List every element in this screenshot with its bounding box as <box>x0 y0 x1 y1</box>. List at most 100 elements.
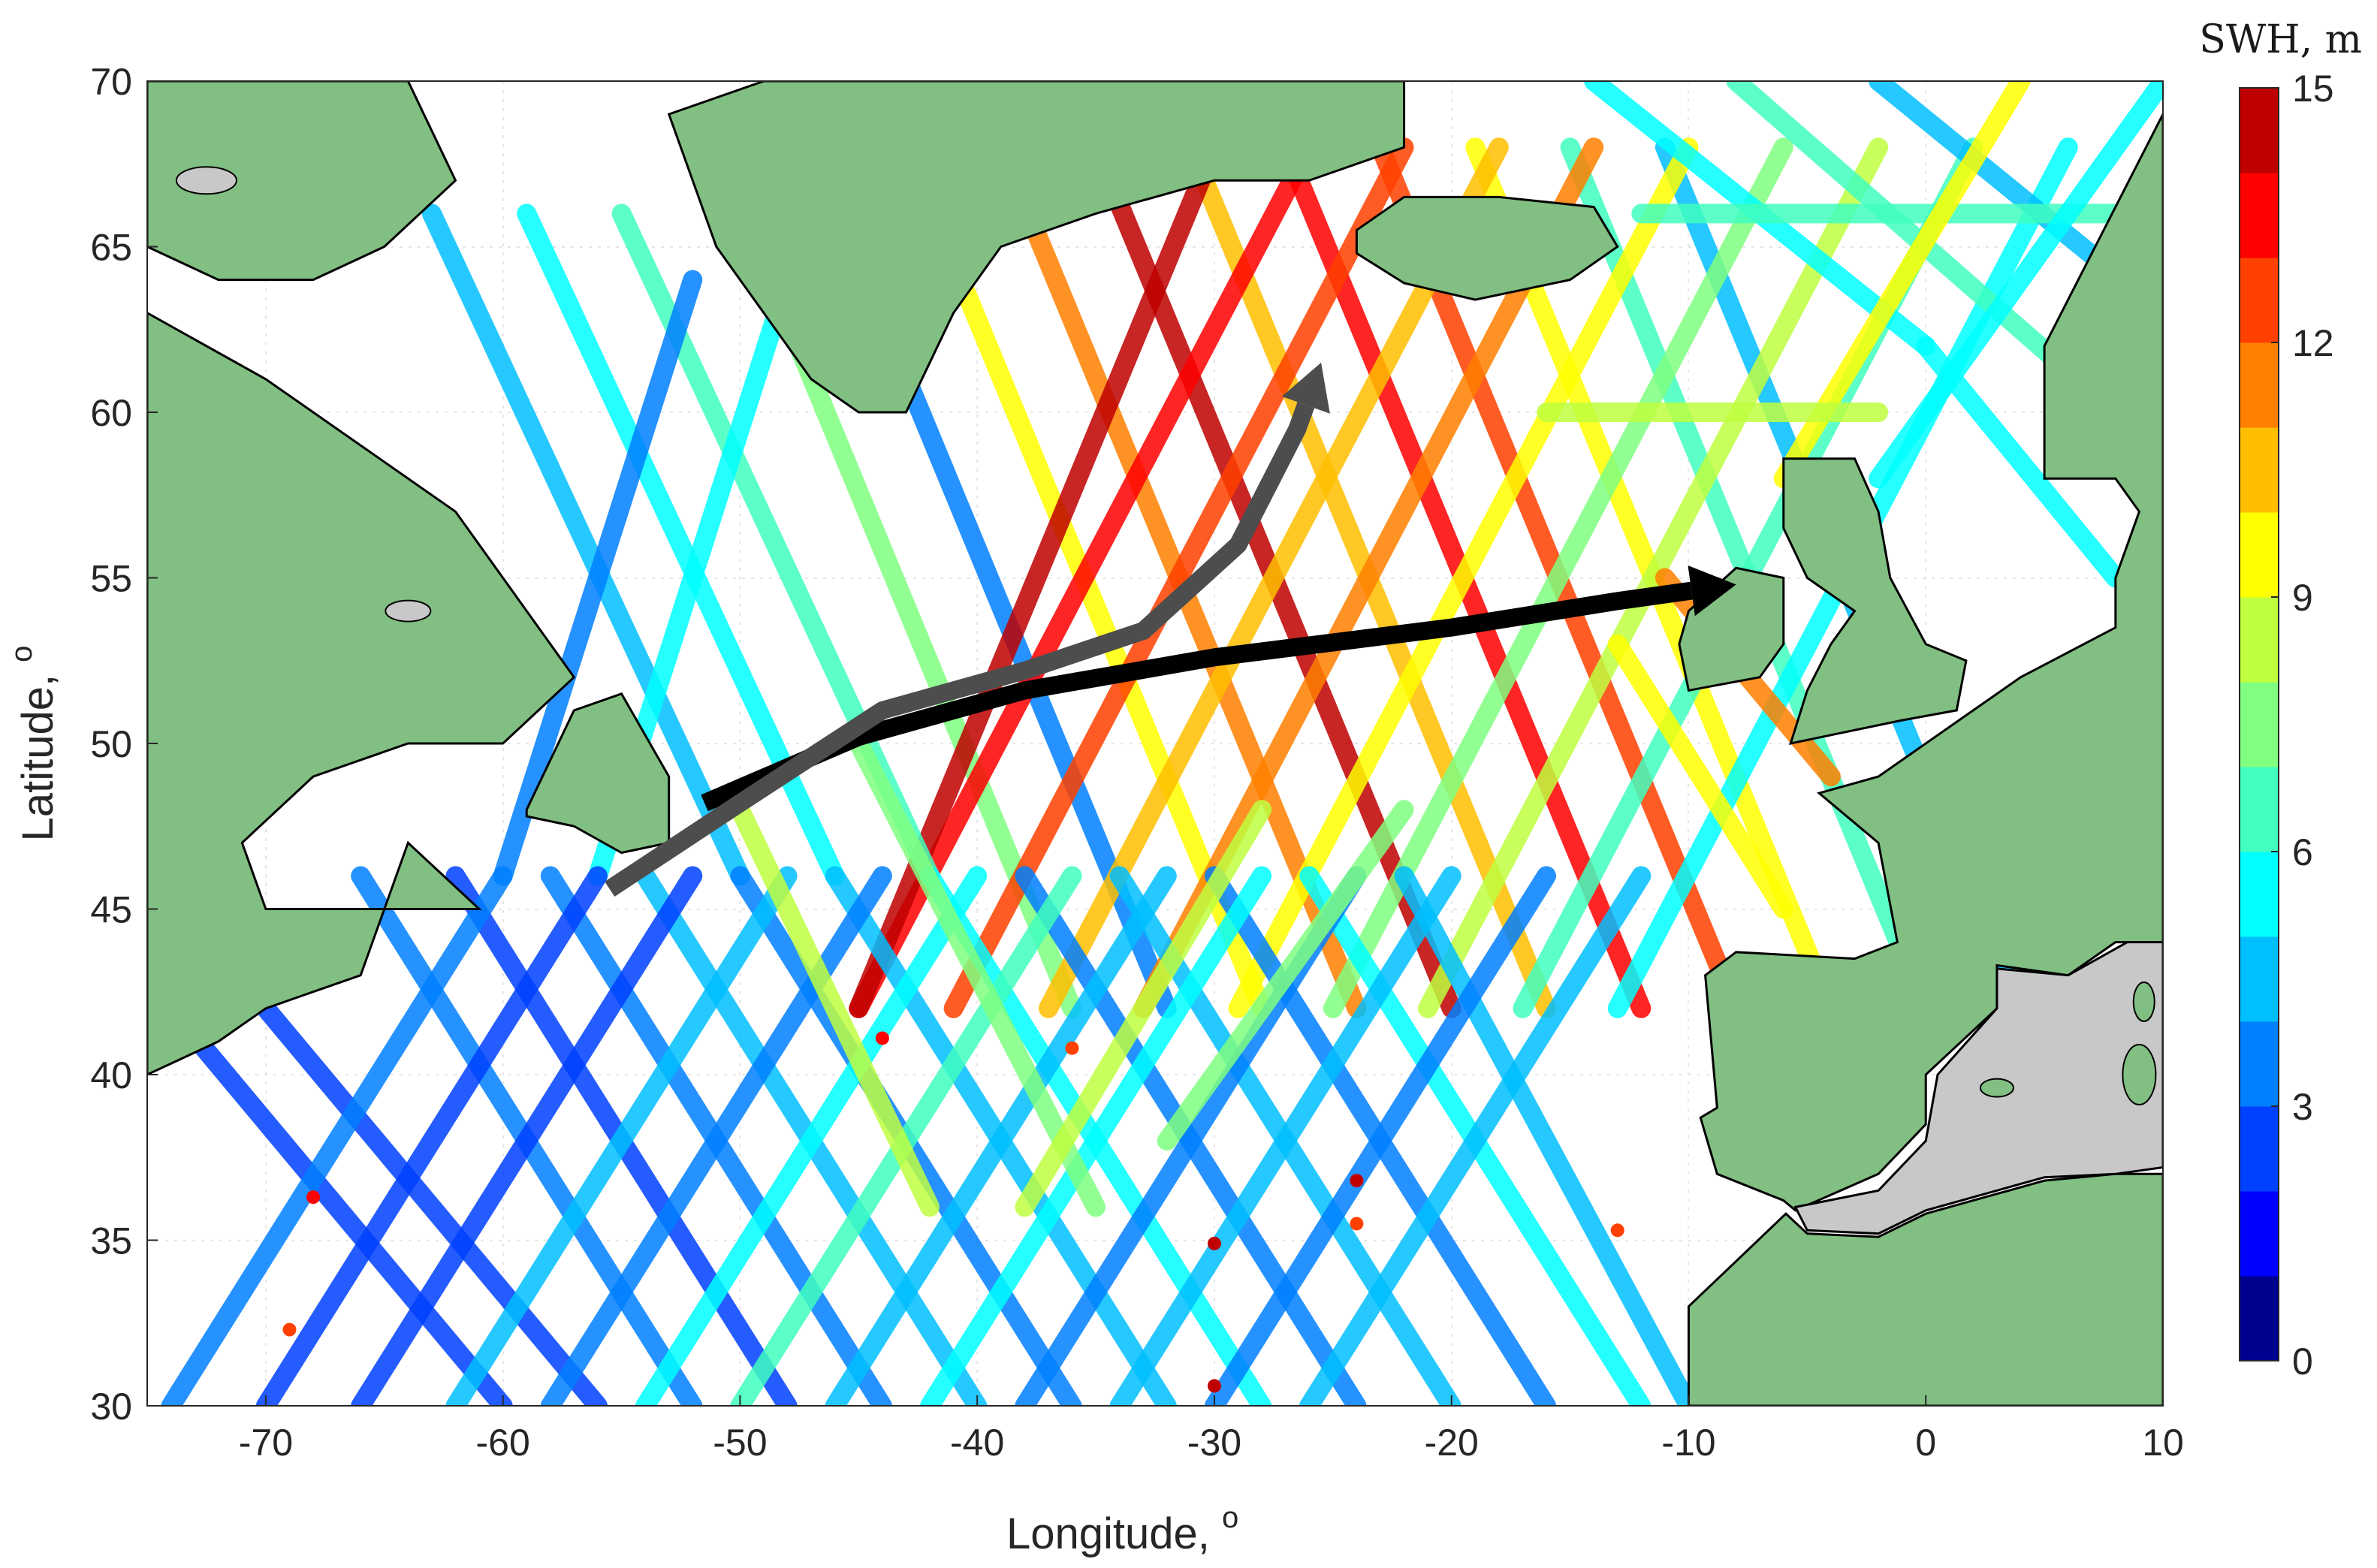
altimeter-track <box>1299 866 1652 1406</box>
greenland <box>667 81 1406 414</box>
colorbar-tick-label: 3 <box>2292 1086 2313 1128</box>
x-tick-label: -60 <box>476 1422 530 1464</box>
x-axis-title: Longitude, o <box>1006 1501 1238 1558</box>
x-tick-label: -40 <box>950 1422 1004 1464</box>
land-masses <box>147 81 2163 1406</box>
y-axis-label-superscript: o <box>5 646 38 662</box>
altimeter-track <box>255 866 608 1406</box>
colorbar-title: SWH, m <box>2199 17 2362 62</box>
altimeter-track <box>1038 137 1509 1018</box>
swh-point <box>1610 1223 1624 1238</box>
colorbar-block <box>2240 852 2279 937</box>
y-tick-label: 55 <box>90 558 132 600</box>
swh-point <box>1350 1174 1364 1188</box>
x-tick-label: 0 <box>1915 1422 1936 1464</box>
storm-track-arrowhead <box>1281 362 1330 414</box>
y-tick-label: 35 <box>90 1220 132 1262</box>
colorbar-tick-label: 0 <box>2292 1340 2313 1383</box>
altimeter-track <box>540 866 892 1406</box>
storm-track-line <box>701 581 1693 812</box>
altimeter-track <box>730 800 940 1217</box>
altimeter-track <box>421 204 750 886</box>
altimeter-track <box>1228 137 1699 1018</box>
altimeter-track <box>1109 866 1461 1406</box>
colorbar-block <box>2240 682 2279 767</box>
altimeter-track <box>161 866 513 1406</box>
corsica-island <box>2132 981 2155 1022</box>
colorbar-block <box>2240 936 2279 1022</box>
altimeter-track <box>1157 800 1414 1151</box>
altimeter-track <box>1204 866 1557 1406</box>
storm-tracks <box>605 362 1736 897</box>
altimeter-track <box>1418 137 1889 1018</box>
altimeter-track <box>1869 81 2163 489</box>
swh-point <box>875 1031 889 1045</box>
altimeter-track <box>635 866 988 1406</box>
y-axis-label: Latitude, <box>14 662 62 842</box>
colorbar-block <box>2240 512 2279 598</box>
baffin-island <box>147 81 457 282</box>
x-tick-label: -70 <box>239 1422 293 1464</box>
x-tick-label: 10 <box>2142 1422 2184 1464</box>
iceland <box>1355 195 1619 301</box>
colorbar-block <box>2240 767 2279 852</box>
y-tick-label: 60 <box>90 392 132 434</box>
colorbar: SWH, m 0 3 6 9 12 15 <box>2199 17 2362 1383</box>
x-axis-label-superscript: o <box>1222 1501 1238 1534</box>
x-tick-label: -50 <box>713 1422 767 1464</box>
y-tick-label: 40 <box>90 1054 132 1096</box>
x-tick-label: -30 <box>1187 1422 1241 1464</box>
colorbar-block <box>2240 597 2279 683</box>
altimeter-track <box>1607 634 1793 919</box>
altimeter-track <box>849 734 1106 1217</box>
swh-point <box>1065 1041 1079 1055</box>
altimeter-track <box>1394 866 1699 1406</box>
swh-point <box>1207 1236 1221 1250</box>
colorbar-block <box>2240 1106 2279 1192</box>
colorbar-block <box>2240 258 2279 343</box>
x-tick-label: -10 <box>1661 1422 1715 1464</box>
altimeter-track <box>1323 137 1793 1018</box>
labrador-quebec <box>147 311 576 1076</box>
colorbar-tick-label: 12 <box>2292 322 2334 364</box>
storm-track-line <box>605 402 1315 897</box>
y-tick-label: 65 <box>90 227 132 269</box>
storm-track-arrowhead <box>1688 565 1736 617</box>
altimeter-track <box>1015 800 1272 1217</box>
colorbar-block <box>2240 342 2279 428</box>
altimeter-track <box>825 866 1177 1406</box>
colorbar-frame <box>2239 87 2279 1361</box>
swh-point <box>1350 1217 1364 1231</box>
colorbar-block <box>2240 1276 2279 1361</box>
y-tick-label: 50 <box>90 723 132 765</box>
altimeter-track <box>920 866 1272 1406</box>
colorbar-block <box>2240 427 2279 513</box>
colorbar-tick-label: 6 <box>2292 831 2313 873</box>
colorbar-block <box>2240 1021 2279 1107</box>
altimeter-track <box>255 998 608 1406</box>
y-tick-label: 30 <box>90 1386 132 1428</box>
altimeter-track <box>445 866 798 1406</box>
colorbar-ticks: 0 3 6 9 12 15 <box>2271 68 2334 1383</box>
x-axis-label: Longitude, <box>1006 1509 1222 1558</box>
great-britain <box>1782 457 1968 745</box>
altimeter-track <box>161 998 513 1406</box>
y-tick-label: 45 <box>90 889 132 931</box>
inland-lake <box>385 599 432 623</box>
y-axis-ticks: 30 35 40 45 50 55 60 65 70 <box>90 61 158 1428</box>
colorbar-block <box>2240 88 2279 173</box>
sardinia-island <box>2122 1044 2157 1105</box>
balearic-island <box>1979 1078 2014 1098</box>
x-tick-label: -20 <box>1425 1422 1479 1464</box>
scatter-points <box>282 1031 1624 1393</box>
colorbar-block <box>2240 1191 2279 1277</box>
mediterranean-sea <box>1793 941 2163 1235</box>
plot-area <box>146 80 2164 1407</box>
x-axis-ticks: -70 -60 -50 -40 -30 -20 -10 0 10 <box>239 1395 2184 1464</box>
altimeter-track <box>943 137 1414 1018</box>
inland-lake <box>175 166 237 195</box>
colorbar-tick-label: 15 <box>2292 68 2334 110</box>
altimeter-track <box>1916 336 2125 588</box>
altimeter-track <box>493 270 703 886</box>
